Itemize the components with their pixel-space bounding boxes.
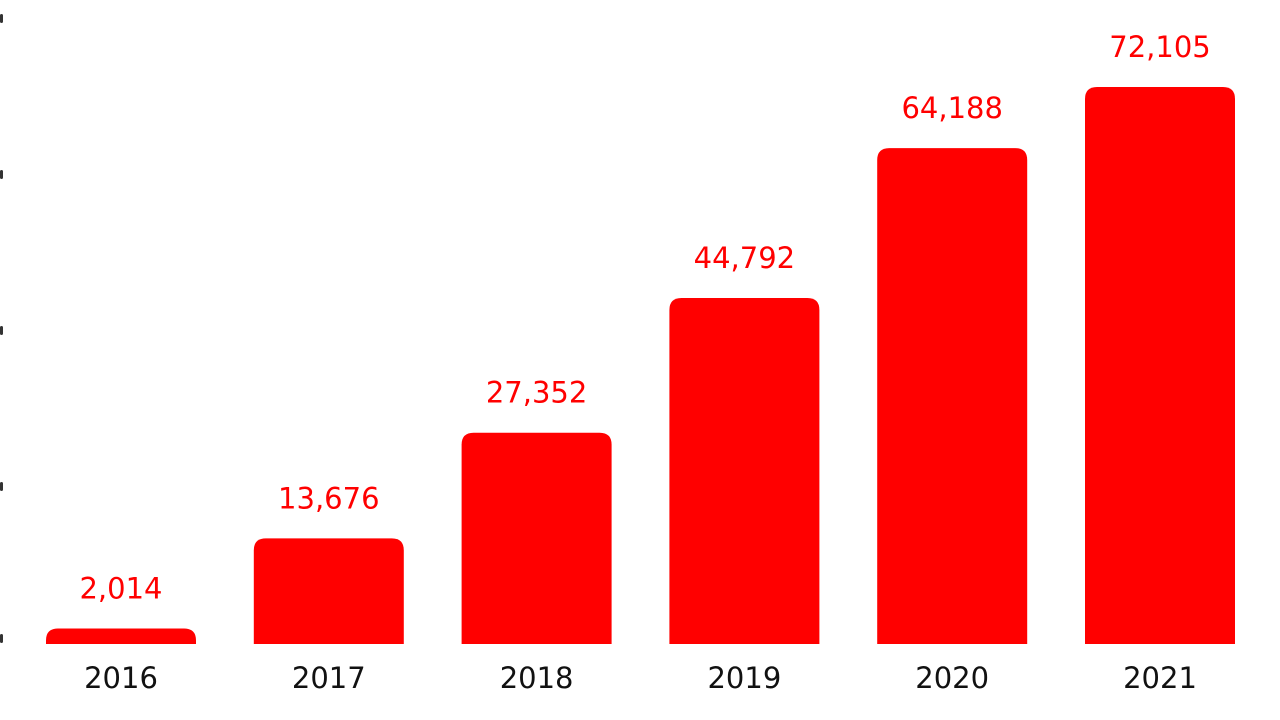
edge-tick-0 xyxy=(0,14,3,23)
bar-2019 xyxy=(669,297,820,644)
category-label-2019: 2019 xyxy=(707,661,781,695)
edge-tick-1 xyxy=(0,170,3,179)
bar-2018 xyxy=(461,432,612,644)
bar-2021 xyxy=(1085,87,1235,644)
value-label-2021: 72,105 xyxy=(1109,30,1210,64)
left-edge-axis-ticks xyxy=(0,14,3,643)
edge-tick-4 xyxy=(0,634,3,643)
value-label-2016: 2,014 xyxy=(79,571,162,605)
category-label-2021: 2021 xyxy=(1123,661,1197,695)
bar-2016 xyxy=(46,628,196,644)
value-labels-group: 2,014 13,676 27,352 44,792 64,188 72,105 xyxy=(79,30,1210,605)
category-labels-group: 2016 2017 2018 2019 2020 2021 xyxy=(84,661,1197,695)
bar-2020 xyxy=(877,148,1028,645)
edge-tick-3 xyxy=(0,482,3,491)
edge-tick-2 xyxy=(0,326,3,335)
bar-2017 xyxy=(253,538,404,644)
category-label-2018: 2018 xyxy=(500,661,574,695)
value-label-2019: 44,792 xyxy=(694,241,795,275)
category-label-2020: 2020 xyxy=(915,661,989,695)
bars-group xyxy=(46,87,1235,645)
category-label-2017: 2017 xyxy=(292,661,366,695)
category-label-2016: 2016 xyxy=(84,661,158,695)
value-label-2017: 13,676 xyxy=(278,481,379,515)
value-label-2020: 64,188 xyxy=(901,91,1002,125)
value-label-2018: 27,352 xyxy=(486,376,587,410)
